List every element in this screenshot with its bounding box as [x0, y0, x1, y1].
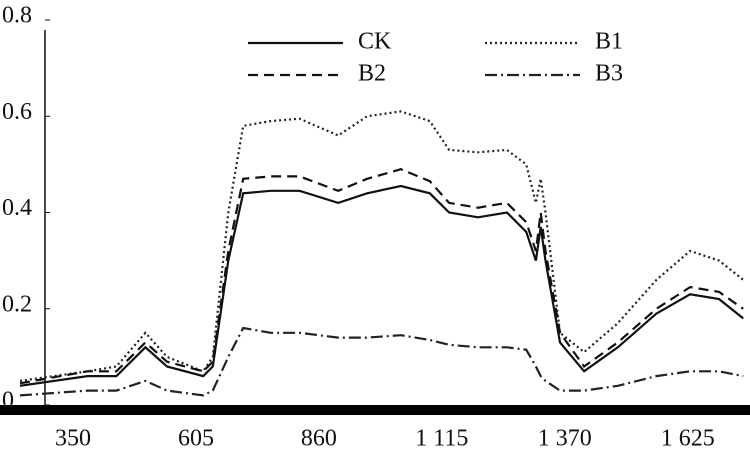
series-line: [19, 184, 744, 387]
x-axis: [0, 405, 750, 415]
y-tick-label: 0.8: [2, 3, 32, 29]
series-line: [19, 110, 744, 382]
x-tick-label: 1 115: [415, 426, 468, 452]
legend-label: B2: [358, 61, 386, 87]
legend-label: B1: [595, 29, 623, 55]
x-tick-label: 1 370: [538, 426, 592, 452]
x-tick-label: 860: [301, 426, 337, 452]
series-line: [19, 168, 744, 385]
x-tick-label: 1 625: [661, 426, 715, 452]
series-line: [19, 326, 744, 397]
x-tick-label: 605: [178, 426, 214, 452]
y-tick-label: 0.6: [2, 99, 32, 125]
y-tick-label: 0.4: [2, 195, 32, 221]
legend-label: CK: [358, 29, 392, 55]
legend-label: B3: [595, 61, 623, 87]
x-tick-label: 350: [55, 426, 91, 452]
y-tick-label: 0.2: [2, 291, 32, 317]
y-tick-label: 0: [2, 388, 14, 414]
